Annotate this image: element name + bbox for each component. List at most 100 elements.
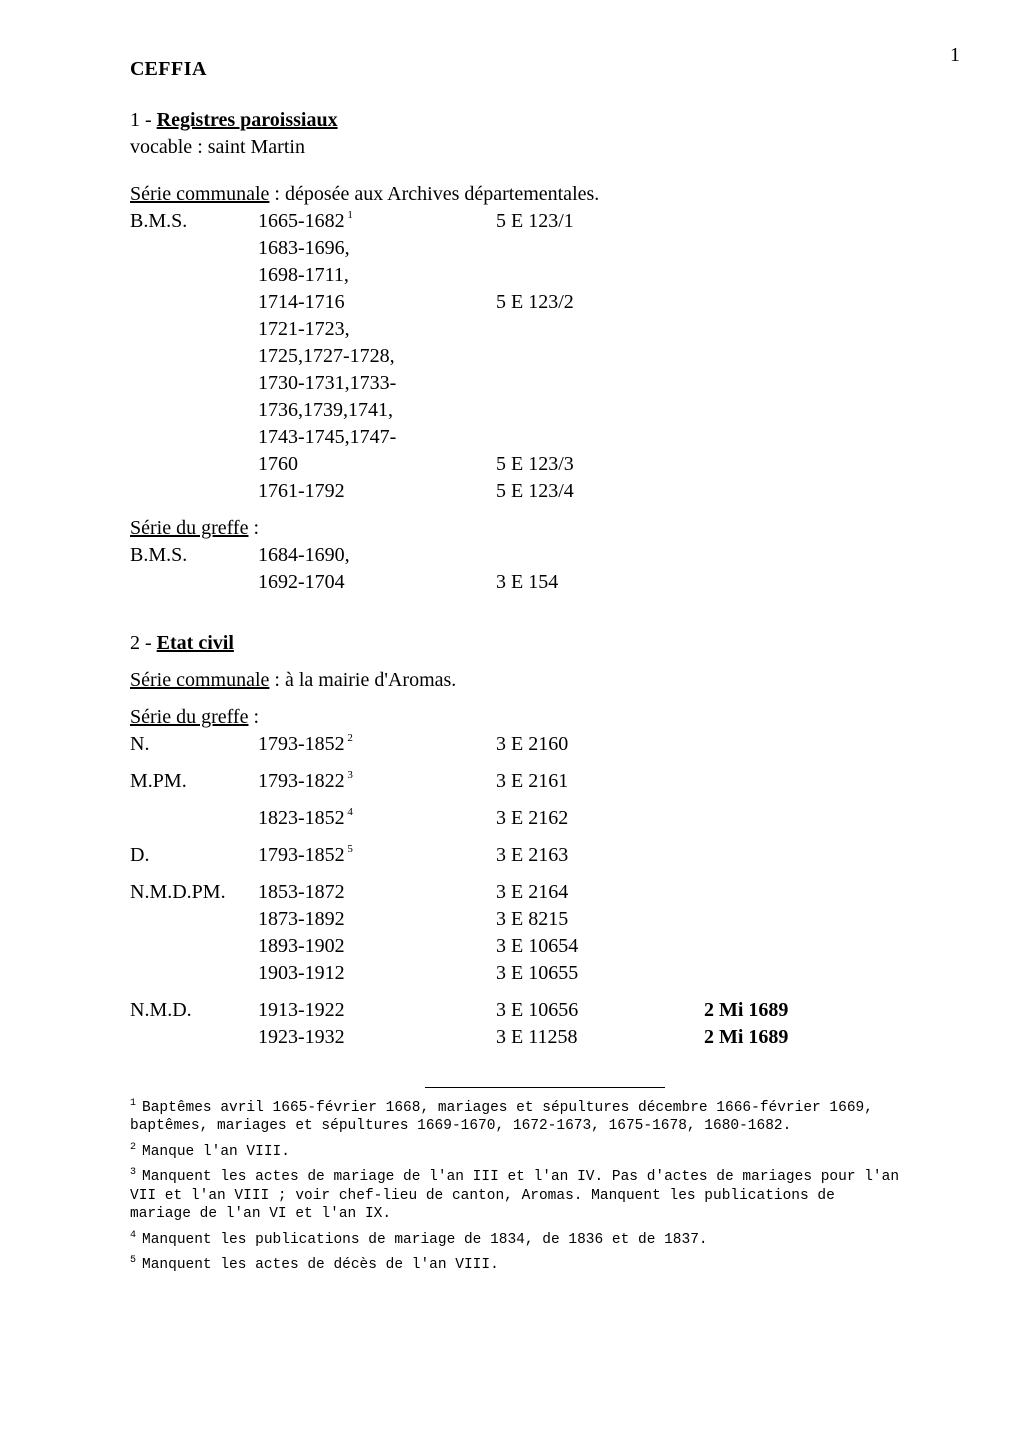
section-1-title: Registres paroissiaux	[157, 109, 338, 131]
row-extra: 2 Mi 1689	[704, 997, 864, 1024]
footnote: 1 Baptêmes avril 1665-février 1668, mari…	[130, 1098, 900, 1136]
row-ref: 5 E 123/1	[496, 208, 696, 235]
serie-greffe-2: Série du greffe :	[130, 704, 960, 731]
row-ref: 3 E 8215	[496, 906, 696, 933]
row-label: N.M.D.	[130, 997, 250, 1024]
section-1-prefix: 1 -	[130, 109, 157, 131]
spacer	[130, 987, 960, 997]
table-row: D.1793-1852 53 E 2163	[130, 842, 960, 869]
vocable: vocable : saint Martin	[130, 134, 960, 161]
row-ref: 5 E 123/2	[496, 289, 696, 316]
row-label: M.PM.	[130, 768, 250, 795]
serie-communale-tail: : déposée aux Archives départementales.	[269, 183, 599, 205]
row-range: 1853-1872	[258, 879, 488, 906]
row-range: 1903-1912	[258, 960, 488, 987]
row-range: 1793-1822 3	[258, 768, 488, 795]
table-row: 1873-1892 3 E 8215	[130, 906, 960, 933]
serie-communale-label: Série communale	[130, 183, 269, 205]
serie-communale-1: Série communale : déposée aux Archives d…	[130, 181, 960, 208]
row-ref: 3 E 10654	[496, 933, 696, 960]
row-ref: 3 E 2160	[496, 731, 696, 758]
row-label: N.M.D.PM.	[130, 879, 250, 906]
spacer	[130, 869, 960, 879]
serie-greffe-label-2: Série du greffe	[130, 706, 248, 728]
greffe1-block: B.M.S. 1684-1690,1692-1704 3 E 154	[130, 542, 960, 596]
footnote-text: Baptêmes avril 1665-février 1668, mariag…	[130, 1100, 873, 1135]
row-range: 1714-1716	[258, 289, 488, 316]
footnote-number: 2	[130, 1142, 142, 1153]
row-label: N.	[130, 731, 250, 758]
section-1-heading: 1 - Registres paroissiaux	[130, 107, 960, 134]
serie-communale-tail-2: : à la mairie d'Aromas.	[269, 669, 456, 691]
serie-communale-label-2: Série communale	[130, 669, 269, 691]
row-range: 1683-1696,	[258, 235, 488, 262]
table-row: N. 1793-1852 2 3 E 2160	[130, 731, 960, 758]
row-range: 1730-1731,1733-	[258, 370, 488, 397]
table-row: 1743-1745,1747-	[130, 424, 960, 451]
section-2-title: Etat civil	[157, 632, 234, 654]
row-range: 1823-1852 4	[258, 805, 488, 832]
footnote-text: Manquent les publications de mariage de …	[142, 1232, 708, 1248]
row-range: 1793-1852 2	[258, 731, 488, 758]
table-row: 1730-1731,1733-	[130, 370, 960, 397]
table-row: 1725,1727-1728,	[130, 343, 960, 370]
row-ref: 3 E 2164	[496, 879, 696, 906]
page-number: 1	[950, 42, 960, 69]
footnote-ref: 2	[345, 732, 353, 744]
title-first-letter: C	[130, 58, 144, 80]
footnote-number: 5	[130, 1255, 142, 1266]
row-label: B.M.S.	[130, 542, 250, 569]
footnote-text: Manquent les actes de décès de l'an VIII…	[142, 1257, 499, 1273]
row-extra: 2 Mi 1689	[704, 1024, 864, 1051]
row-range: 1873-1892	[258, 906, 488, 933]
section-2-heading: 2 - Etat civil	[130, 630, 960, 657]
table-row: 1823-1852 4 3 E 2162	[130, 805, 960, 832]
row-ref: 3 E 154	[496, 569, 696, 596]
table-row: 1683-1696,	[130, 235, 960, 262]
footnote: 3 Manquent les actes de mariage de l'an …	[130, 1167, 900, 1223]
table-row: 1714-1716 5 E 123/2	[130, 289, 960, 316]
table-row: M.PM. 1793-1822 3 3 E 2161	[130, 768, 960, 795]
row-ref: 3 E 11258	[496, 1024, 696, 1051]
spacer	[130, 832, 960, 842]
footnote: 5 Manquent les actes de décès de l'an VI…	[130, 1255, 900, 1274]
table-row: B.M.S. 1684-1690,	[130, 542, 960, 569]
row-ref: 3 E 2161	[496, 768, 696, 795]
row-range: 1665-1682 1	[258, 208, 488, 235]
row-range: 1761-1792	[258, 478, 488, 505]
footnote-number: 3	[130, 1167, 142, 1178]
row-range: 1684-1690,	[258, 542, 488, 569]
footnote-number: 4	[130, 1230, 142, 1241]
row-range: 1893-1902	[258, 933, 488, 960]
row-range: 1923-1932	[258, 1024, 488, 1051]
greffe2-block: N. 1793-1852 2 3 E 2160 M.PM. 1793-1822 3 3 E…	[130, 731, 960, 1051]
footnote-rule	[425, 1087, 665, 1088]
row-range: 1692-1704	[258, 569, 488, 596]
row-ref: 3 E 10656	[496, 997, 696, 1024]
footnote: 2 Manque l'an VIII.	[130, 1142, 900, 1161]
row-ref: 5 E 123/4	[496, 478, 696, 505]
row-ref: 5 E 123/3	[496, 451, 696, 478]
table-row: 1692-1704 3 E 154	[130, 569, 960, 596]
table-row: N.M.D. 1913-1922 3 E 10656 2 Mi 1689	[130, 997, 960, 1024]
table-row: N.M.D.PM. 1853-1872 3 E 2164	[130, 879, 960, 906]
footnote-ref: 3	[345, 769, 353, 781]
table-row: B.M.S. 1665-1682 1 5 E 123/1	[130, 208, 960, 235]
row-range: 1698-1711,	[258, 262, 488, 289]
table-row: 17605 E 123/3	[130, 451, 960, 478]
serie-greffe-tail-2: :	[248, 706, 259, 728]
row-ref: 3 E 2162	[496, 805, 696, 832]
row-range: 1793-1852 5	[258, 842, 488, 869]
serie-greffe-label: Série du greffe	[130, 517, 248, 539]
table-row: 1736,1739,1741,	[130, 397, 960, 424]
footnote-ref: 1	[345, 209, 353, 221]
table-row: 1923-1932 3 E 11258 2 Mi 1689	[130, 1024, 960, 1051]
serie-greffe-tail: :	[248, 517, 259, 539]
row-range: 1913-1922	[258, 997, 488, 1024]
footnote: 4 Manquent les publications de mariage d…	[130, 1230, 900, 1249]
title-rest: EFFIA	[144, 58, 207, 80]
row-label: B.M.S.	[130, 208, 250, 235]
footnote-ref: 5	[345, 843, 353, 855]
table-row: 1698-1711,	[130, 262, 960, 289]
footnote-ref: 4	[345, 806, 353, 818]
